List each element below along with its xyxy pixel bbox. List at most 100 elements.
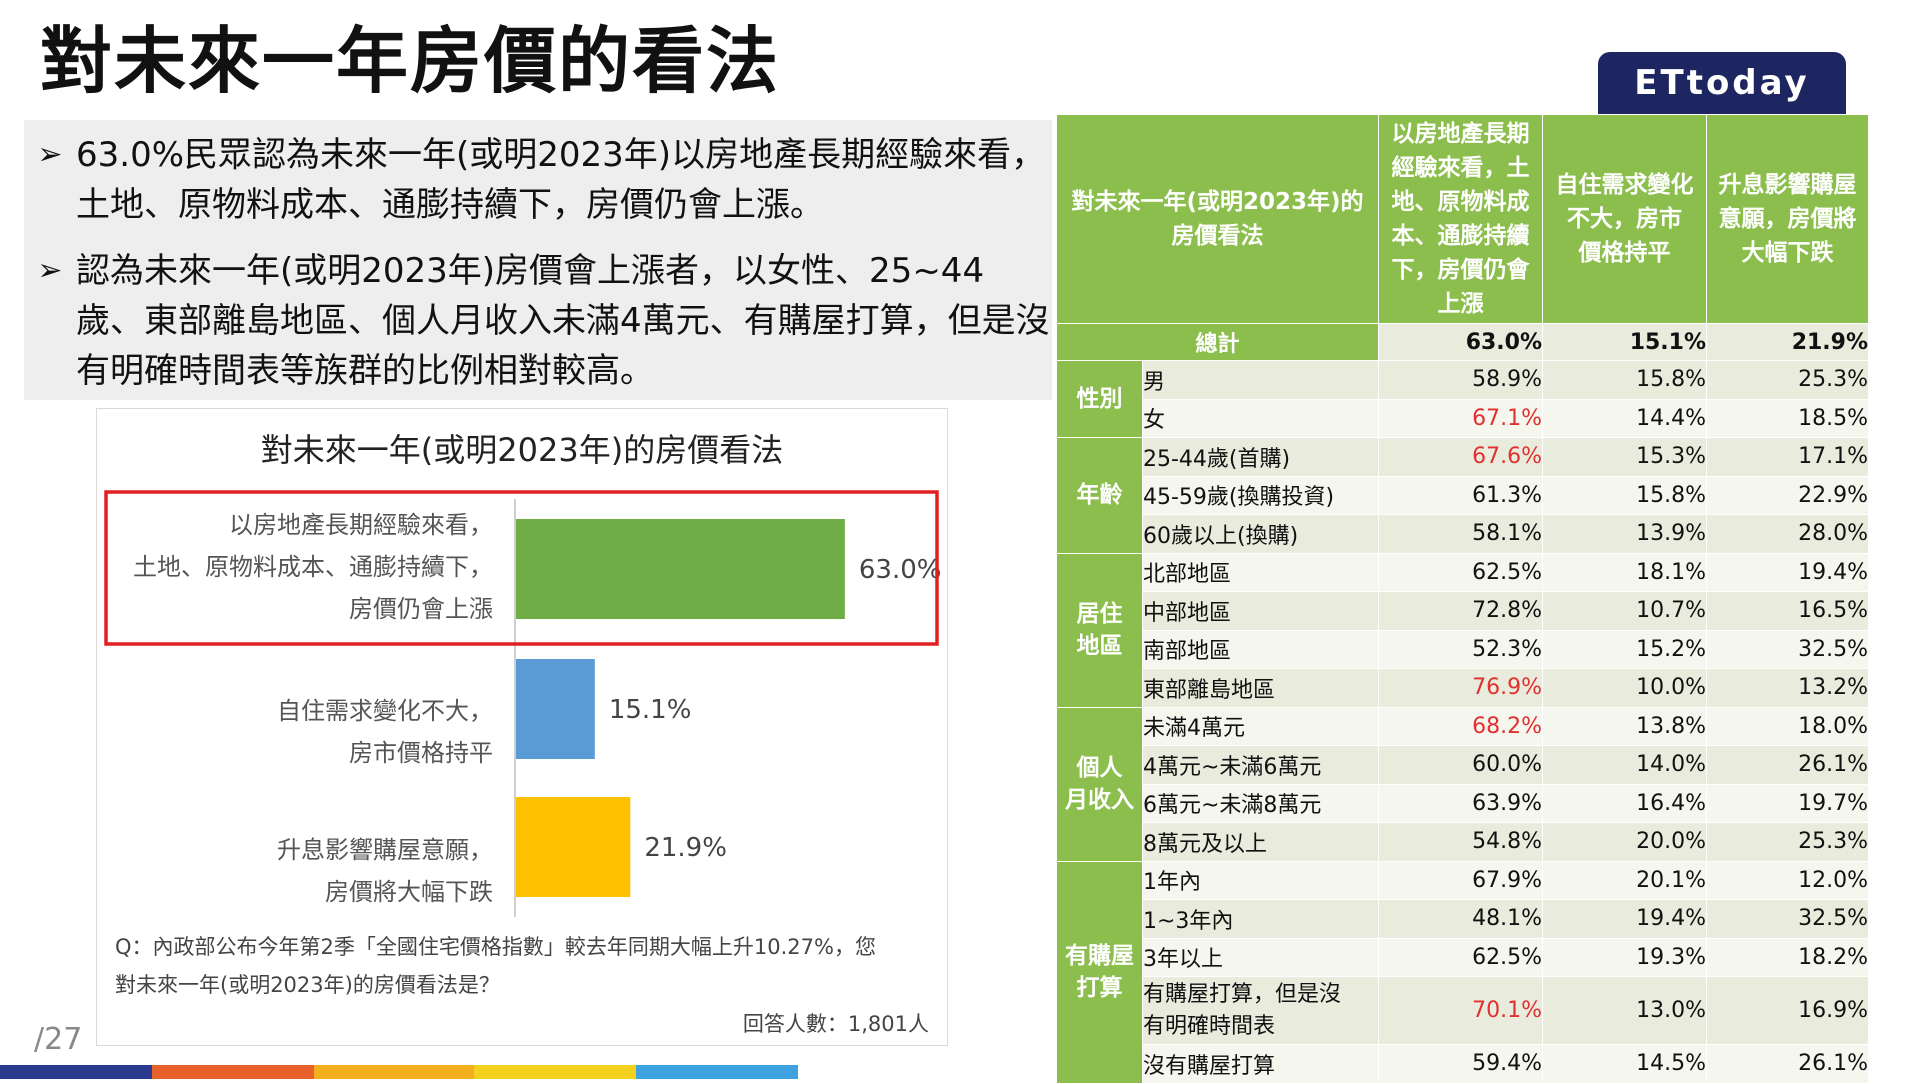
category-label: 房價仍會上漲 — [349, 595, 493, 623]
cell-value: 13.0% — [1542, 976, 1708, 1045]
cell-value: 76.9% — [1378, 668, 1544, 708]
bar-chart: 對未來一年(或明2023年)的房價看法 63.0% 以房地產長期經驗來看， 土地、原物… — [104, 431, 942, 1036]
row-label: 25-44歲(首購) — [1141, 437, 1380, 477]
data-label: 63.0% — [859, 555, 942, 585]
cell-value: 28.0% — [1706, 514, 1870, 554]
chart-title: 對未來一年(或明2023年)的房價看法 — [261, 431, 783, 469]
table-row: 女 67.1% 14.4% 18.5% — [1057, 398, 1870, 438]
table-row: 沒有購屋打算 59.4% 14.5% 26.1% — [1057, 1044, 1870, 1084]
row-label: 男 — [1141, 360, 1380, 400]
cell-value: 16.4% — [1542, 783, 1708, 823]
highlight-box — [104, 490, 939, 646]
cell-value: 67.6% — [1378, 437, 1544, 477]
group-label: 居住 地區 — [1056, 552, 1143, 708]
cell-value: 70.1% — [1378, 976, 1544, 1045]
cell-value: 15.3% — [1542, 437, 1708, 477]
row-label: 沒有購屋打算 — [1141, 1044, 1380, 1084]
table-header-line: 房價看法 — [1171, 223, 1264, 249]
row-label: 3年以上 — [1141, 937, 1380, 977]
category-label: 升息影響購屋意願， — [277, 836, 493, 864]
cell-value: 63.9% — [1378, 783, 1544, 823]
table-header-line: 大幅下跌 — [1741, 240, 1834, 266]
category-label: 自住需求變化不大， — [277, 697, 493, 725]
cell-value: 52.3% — [1378, 629, 1544, 669]
table-row: 45-59歲(換購投資) 61.3% 15.8% 22.9% — [1057, 475, 1870, 515]
row-label: 6萬元~未滿8萬元 — [1141, 783, 1380, 823]
cell-value: 25.3% — [1706, 360, 1870, 400]
ettoday-logo: ETtoday — [1598, 52, 1846, 114]
cell-value: 48.1% — [1378, 899, 1544, 939]
table-row: 8萬元及以上 54.8% 20.0% 25.3% — [1057, 822, 1870, 862]
table-header-line: 升息影響購屋 — [1718, 172, 1857, 198]
total-value: 15.1% — [1542, 323, 1708, 361]
question-text: Q：內政部公布今年第2季「全國住宅價格指數」較去年同期大幅上升10.27%，您 — [115, 935, 876, 959]
cell-value: 67.1% — [1378, 398, 1544, 438]
table-row: 3年以上 62.5% 19.3% 18.2% — [1057, 937, 1870, 977]
table-header-line: 經驗來看，土 — [1391, 155, 1530, 181]
row-label: 東部離島地區 — [1141, 668, 1380, 708]
row-label: 北部地區 — [1141, 552, 1380, 592]
table-header-line: 下，房價仍會 — [1391, 257, 1530, 283]
bullet-item: ➢ 認為未來一年(或明2023年)房價會上漲者，以女性、25~44歲、東部離島地… — [24, 246, 1052, 396]
cell-value: 54.8% — [1378, 822, 1544, 862]
page-number: /27 — [34, 1022, 83, 1057]
group-label-line: 打算 — [1076, 975, 1123, 1001]
row-label-line: 有購屋打算，但是沒 — [1143, 981, 1342, 1007]
row-label: 南部地區 — [1141, 629, 1380, 669]
category-label: 土地、原物料成本、通膨持續下， — [133, 553, 493, 581]
cell-value: 58.1% — [1378, 514, 1544, 554]
cell-value: 15.8% — [1542, 475, 1708, 515]
group-label: 個人 月收入 — [1056, 706, 1143, 862]
bottom-bar-segment — [636, 1065, 798, 1079]
bar-0 — [516, 519, 845, 619]
row-label: 60歲以上(換購) — [1141, 514, 1380, 554]
cell-value: 26.1% — [1706, 745, 1870, 785]
group-label-line: 有購屋 — [1065, 943, 1134, 969]
row-label: 4萬元~未滿6萬元 — [1141, 745, 1380, 785]
row-label: 1~3年內 — [1141, 899, 1380, 939]
cell-value: 16.5% — [1706, 591, 1870, 631]
table-header-line: 自住需求變化 — [1555, 172, 1694, 198]
cell-value: 19.4% — [1542, 899, 1708, 939]
group-label-line: 月收入 — [1065, 787, 1134, 813]
table-header: 以房地產長期 經驗來看，土 地、原物料成 本、通膨持續 下，房價仍會 上漲 — [1378, 114, 1544, 324]
cell-value: 20.1% — [1542, 860, 1708, 900]
table-header-line: 不大，房市 — [1567, 206, 1683, 232]
cell-value: 17.1% — [1706, 437, 1870, 477]
cell-value: 32.5% — [1706, 899, 1870, 939]
row-label: 女 — [1141, 398, 1380, 438]
cell-value: 62.5% — [1378, 552, 1544, 592]
data-label: 15.1% — [609, 695, 692, 725]
cell-value: 18.1% — [1542, 552, 1708, 592]
cell-value: 18.0% — [1706, 706, 1870, 746]
cell-value: 26.1% — [1706, 1044, 1870, 1084]
total-label: 總計 — [1055, 323, 1380, 361]
cell-value: 14.0% — [1542, 745, 1708, 785]
bullet-text: 認為未來一年(或明2023年)房價會上漲者，以女性、25~44歲、東部離島地區、… — [76, 251, 1050, 391]
bottom-bar-segment — [0, 1065, 152, 1079]
cell-value: 58.9% — [1378, 360, 1544, 400]
cell-value: 13.2% — [1706, 668, 1870, 708]
table-row: 居住 地區 北部地區 62.5% 18.1% 19.4% — [1056, 552, 1870, 708]
question-text: 對未來一年(或明2023年)的房價看法是？ — [115, 973, 500, 997]
bullet-arrow-icon: ➢ — [37, 253, 63, 288]
bottom-color-bar — [0, 1065, 798, 1079]
group-label-line: 個人 — [1076, 755, 1123, 781]
table-row: 4萬元~未滿6萬元 60.0% 14.0% 26.1% — [1057, 745, 1870, 785]
table-header-line: 上漲 — [1437, 291, 1484, 317]
cell-value: 62.5% — [1378, 937, 1544, 977]
cell-value: 13.8% — [1542, 706, 1708, 746]
table-header: 自住需求變化 不大，房市價格持平 — [1542, 114, 1708, 324]
cell-value: 19.4% — [1706, 552, 1870, 592]
crosstab-table: 對未來一年(或明2023年)的 房價看法 以房地產長期 經驗來看，土 地、原物料成 本、通… — [1055, 114, 1870, 1084]
total-row: 總計 63.0% 15.1% 21.9% — [1055, 323, 1870, 361]
table-header-line: 對未來一年(或明2023年)的 — [1071, 189, 1364, 215]
table-row: 6萬元~未滿8萬元 63.9% 16.4% 19.7% — [1057, 783, 1870, 823]
cell-value: 10.0% — [1542, 668, 1708, 708]
group-label: 年齡 — [1056, 437, 1143, 554]
cell-value: 16.9% — [1706, 976, 1870, 1045]
cell-value: 12.0% — [1706, 860, 1870, 900]
cell-value: 32.5% — [1706, 629, 1870, 669]
total-value: 21.9% — [1706, 323, 1870, 361]
table-header-line: 價格持平 — [1578, 240, 1671, 266]
